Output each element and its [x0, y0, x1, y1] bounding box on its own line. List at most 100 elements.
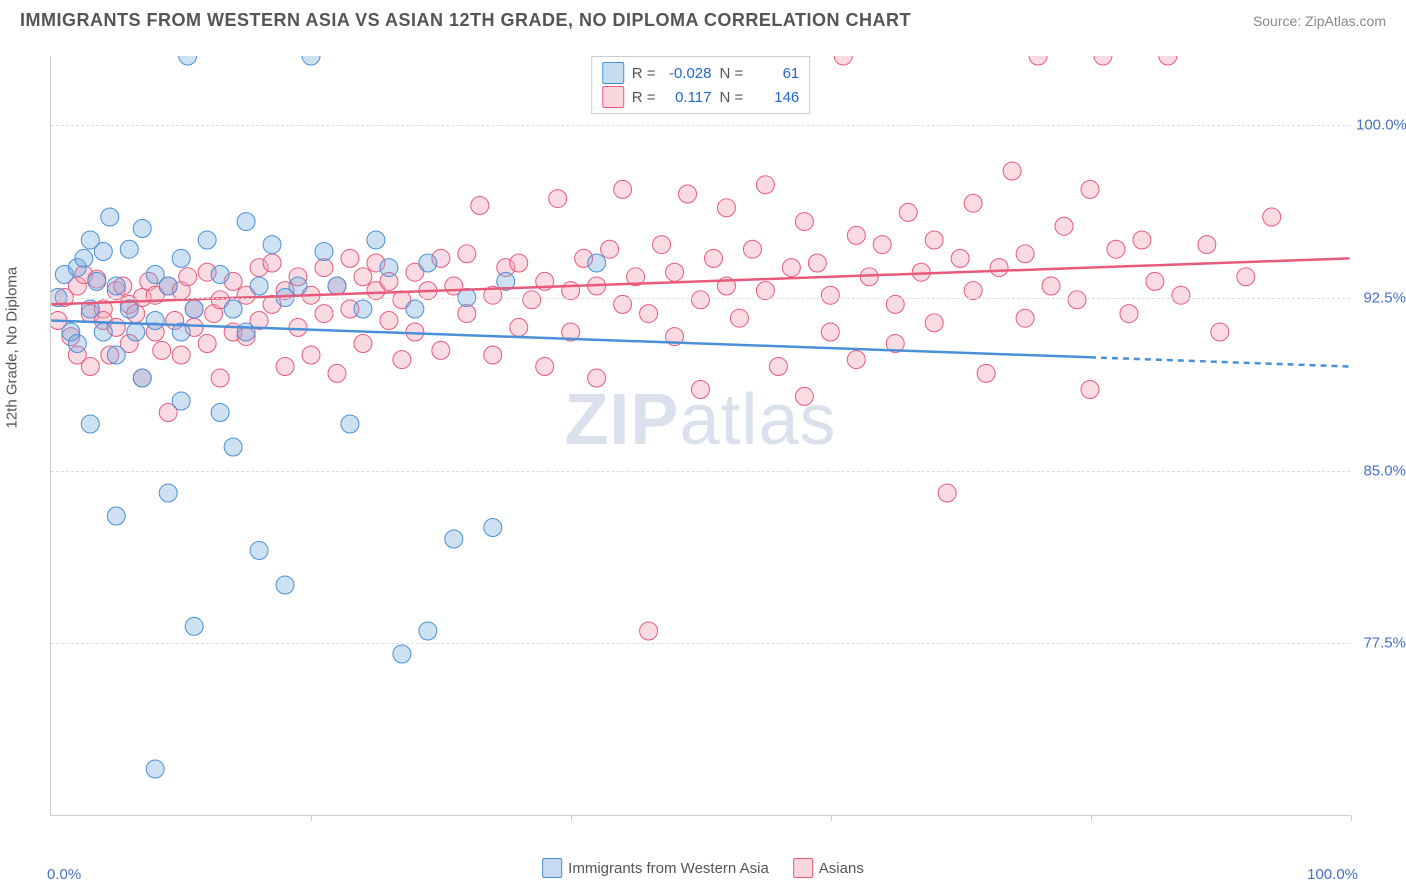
scatter-point	[75, 249, 93, 267]
scatter-point	[951, 249, 969, 267]
scatter-point	[795, 213, 813, 231]
chart-source: Source: ZipAtlas.com	[1253, 13, 1386, 29]
scatter-point	[653, 236, 671, 254]
scatter-point	[159, 484, 177, 502]
scatter-point	[107, 277, 125, 295]
scatter-point	[847, 226, 865, 244]
stats-n-value: 146	[751, 89, 799, 106]
scatter-point	[88, 272, 106, 290]
scatter-point	[808, 254, 826, 272]
scatter-point	[367, 231, 385, 249]
scatter-point	[133, 369, 151, 387]
scatter-point	[393, 645, 411, 663]
scatter-point	[471, 197, 489, 215]
scatter-point	[1081, 180, 1099, 198]
y-axis-tick-label: 92.5%	[1356, 289, 1406, 306]
scatter-point	[977, 364, 995, 382]
scatter-point	[146, 312, 164, 330]
scatter-point	[393, 351, 411, 369]
scatter-point	[211, 369, 229, 387]
scatter-point	[289, 277, 307, 295]
scatter-point	[1146, 272, 1164, 290]
scatter-point	[419, 622, 437, 640]
legend-item: Asians	[793, 858, 864, 878]
scatter-point	[237, 213, 255, 231]
scatter-point	[1211, 323, 1229, 341]
scatter-point	[276, 358, 294, 376]
scatter-point	[354, 335, 372, 353]
scatter-point	[1094, 56, 1112, 65]
scatter-point	[341, 415, 359, 433]
scatter-point	[1172, 286, 1190, 304]
scatter-point	[458, 305, 476, 323]
scatter-point	[380, 312, 398, 330]
stats-r-value: -0.028	[664, 65, 712, 82]
bottom-legend: Immigrants from Western AsiaAsians	[542, 858, 864, 878]
scatter-point	[704, 249, 722, 267]
y-axis-tick-label: 77.5%	[1356, 635, 1406, 652]
scatter-point	[938, 484, 956, 502]
scatter-point	[679, 185, 697, 203]
gridline-horizontal	[51, 125, 1350, 126]
scatter-point	[224, 300, 242, 318]
scatter-point	[315, 259, 333, 277]
scatter-point	[510, 254, 528, 272]
scatter-point	[250, 542, 268, 560]
y-axis-tick-label: 85.0%	[1356, 462, 1406, 479]
scatter-point	[1263, 208, 1281, 226]
x-axis-tick-mark	[1091, 815, 1092, 821]
scatter-point	[185, 617, 203, 635]
trend-line-extrapolated	[1090, 357, 1350, 366]
scatter-point	[354, 300, 372, 318]
scatter-point	[94, 323, 112, 341]
stats-row: R = 0.117 N = 146	[602, 85, 800, 109]
scatter-point	[640, 305, 658, 323]
scatter-point	[237, 323, 255, 341]
x-axis-tick-mark	[311, 815, 312, 821]
scatter-point	[263, 254, 281, 272]
x-axis-tick-max: 100.0%	[1307, 866, 1358, 883]
scatter-point	[289, 318, 307, 336]
scatter-point	[1016, 245, 1034, 263]
scatter-point	[432, 341, 450, 359]
scatter-point	[198, 335, 216, 353]
scatter-point	[328, 364, 346, 382]
legend-label: Asians	[819, 860, 864, 877]
scatter-point	[925, 231, 943, 249]
scatter-point	[588, 369, 606, 387]
scatter-point	[1237, 268, 1255, 286]
scatter-point	[1003, 162, 1021, 180]
scatter-point	[588, 254, 606, 272]
stats-r-value: 0.117	[664, 89, 712, 106]
scatter-point	[172, 346, 190, 364]
scatter-point	[1159, 56, 1177, 65]
scatter-point	[614, 180, 632, 198]
x-axis-tick-mark	[1351, 815, 1352, 821]
scatter-point	[1029, 56, 1047, 65]
scatter-point	[1042, 277, 1060, 295]
scatter-point	[795, 387, 813, 405]
scatter-point	[847, 351, 865, 369]
scatter-point	[328, 277, 346, 295]
stats-n-label: N =	[720, 89, 744, 106]
scatter-point	[484, 346, 502, 364]
scatter-point	[211, 404, 229, 422]
legend-swatch-icon	[602, 62, 624, 84]
scatter-point	[458, 245, 476, 263]
scatter-point	[834, 56, 852, 65]
scatter-point	[133, 220, 151, 238]
scatter-point	[743, 240, 761, 258]
source-name: ZipAtlas.com	[1305, 13, 1386, 29]
scatter-point	[153, 341, 171, 359]
scatter-point	[1198, 236, 1216, 254]
scatter-point	[406, 300, 424, 318]
stats-r-label: R =	[632, 89, 656, 106]
gridline-horizontal	[51, 471, 1350, 472]
scatter-point	[185, 300, 203, 318]
scatter-point	[250, 277, 268, 295]
scatter-point	[315, 305, 333, 323]
legend-swatch-icon	[793, 858, 813, 878]
scatter-point	[1120, 305, 1138, 323]
y-axis-label: 12th Grade, No Diploma	[4, 267, 21, 429]
scatter-point	[94, 243, 112, 261]
